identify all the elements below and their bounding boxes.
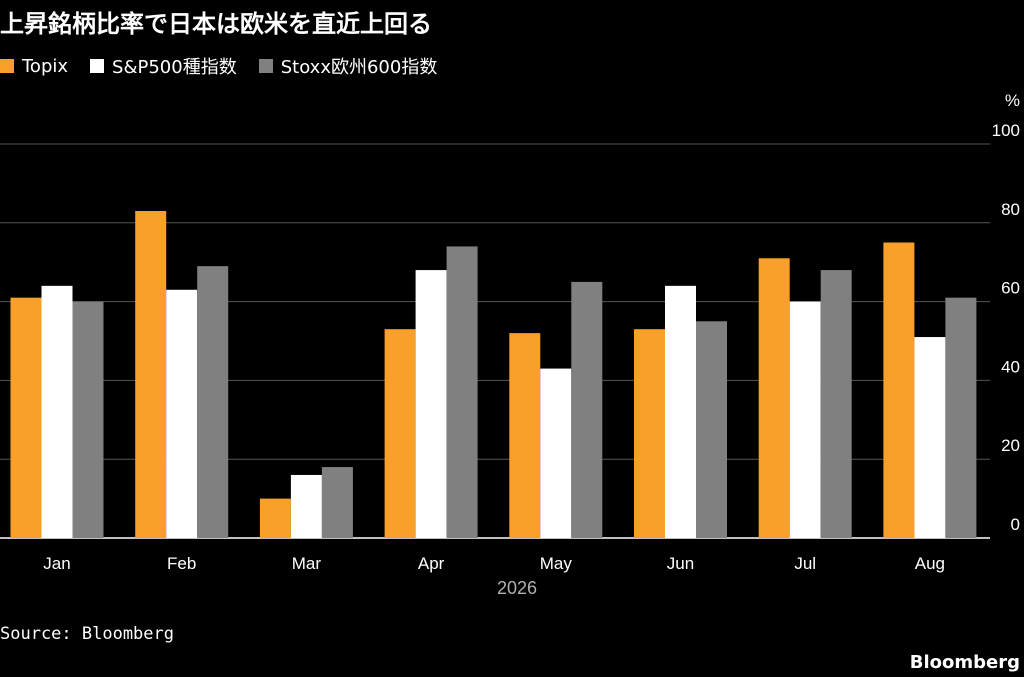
legend-swatch-sp500 — [90, 59, 105, 73]
legend-swatch-stoxx600 — [258, 59, 273, 73]
bar-topix-jun — [634, 329, 665, 538]
legend-label-stoxx600: Stoxx欧州600指数 — [280, 57, 438, 78]
bar-topix-apr — [384, 329, 416, 538]
chart-title: 上昇銘柄比率で日本は欧米を直近上回る — [0, 10, 432, 38]
bar-sp500-jun — [665, 285, 696, 538]
x-axis-year-label: 2026 — [497, 578, 537, 598]
bar-sp500-feb — [166, 289, 198, 538]
y-tick-label: 100 — [992, 121, 1020, 140]
legend-item-sp500: S&P500種指数 — [90, 53, 237, 79]
bar-stoxx600-mar — [321, 467, 353, 538]
legend-label-sp500: S&P500種指数 — [112, 57, 237, 78]
bar-topix-feb — [135, 210, 167, 539]
bloomberg-logo: Bloomberg — [909, 652, 1020, 673]
bar-topix-aug — [883, 242, 915, 538]
bar-sp500-jul — [789, 301, 821, 538]
bar-stoxx600-jan — [72, 301, 104, 538]
bar-stoxx600-jul — [820, 270, 852, 538]
y-tick-label: 40 — [1001, 357, 1020, 376]
x-tick-label: Feb — [167, 554, 196, 573]
bar-sp500-may — [540, 368, 572, 538]
bars — [10, 210, 977, 539]
bar-stoxx600-aug — [945, 297, 977, 538]
legend-item-stoxx600: Stoxx欧州600指数 — [258, 53, 438, 79]
source-note: Source: Bloomberg — [0, 624, 174, 644]
x-tick-labels: Jan Feb Mar Apr May Jun Jul Aug — [43, 554, 945, 573]
y-axis-unit: % — [1005, 91, 1020, 110]
bar-topix-jan — [10, 297, 42, 538]
x-tick-label: Jun — [667, 554, 694, 573]
legend-swatch-topix — [0, 59, 14, 73]
y-tick-labels: 0 20 40 60 80 100 — [992, 121, 1020, 534]
bar-sp500-jan — [41, 285, 73, 538]
bar-stoxx600-may — [571, 281, 603, 538]
x-tick-label: May — [540, 554, 573, 573]
bar-stoxx600-jun — [696, 321, 727, 538]
bar-stoxx600-apr — [446, 246, 478, 538]
bar-stoxx600-feb — [197, 266, 229, 538]
legend-label-topix: Topix — [22, 55, 69, 77]
x-tick-label: Jan — [43, 554, 70, 573]
legend-item-topix: Topix — [0, 56, 68, 77]
bar-sp500-aug — [914, 337, 946, 538]
y-tick-label: 60 — [1001, 279, 1020, 298]
x-tick-label: Jul — [794, 554, 816, 573]
bar-sp500-apr — [415, 270, 447, 538]
bar-sp500-mar — [290, 474, 322, 538]
x-tick-label: Mar — [292, 554, 322, 573]
bar-topix-jul — [758, 258, 790, 538]
legend: Topix S&P500種指数 Stoxx欧州600指数 — [0, 54, 459, 78]
bar-topix-mar — [259, 498, 291, 538]
bar-topix-may — [509, 333, 541, 538]
x-tick-label: Aug — [915, 554, 945, 573]
x-tick-label: Apr — [418, 554, 445, 573]
y-tick-label: 80 — [1001, 200, 1020, 219]
y-tick-label: 0 — [1011, 515, 1020, 534]
y-tick-label: 20 — [1001, 436, 1020, 455]
